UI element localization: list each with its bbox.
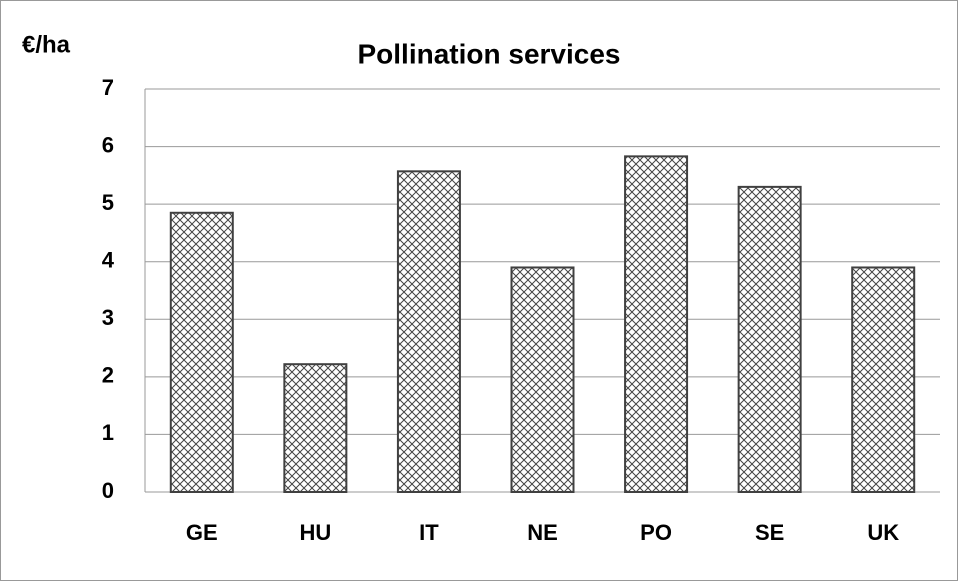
bar [737,185,802,493]
y-tick-label: 4 [102,248,115,273]
x-tick-label: UK [867,520,899,545]
y-axis-label: €/ha [22,31,71,58]
x-tick-label: NE [527,520,558,545]
bar [851,266,916,493]
x-tick-label: SE [755,520,784,545]
bar [283,363,348,494]
y-tick-label: 0 [102,478,114,503]
y-tick-label: 5 [102,190,114,215]
x-tick-label: GE [186,520,218,545]
y-tick-label: 1 [102,420,114,445]
bar [510,266,575,493]
bar [396,170,461,493]
x-tick-label: PO [640,520,672,545]
y-tick-label: 7 [102,75,114,100]
y-tick-label: 2 [102,363,114,388]
bar [624,155,689,493]
y-tick-label: 3 [102,305,114,330]
chart-title: Pollination services [358,38,621,69]
x-tick-label: HU [299,520,331,545]
bar [169,211,234,493]
y-tick-label: 6 [102,132,114,157]
x-tick-label: IT [419,520,439,545]
